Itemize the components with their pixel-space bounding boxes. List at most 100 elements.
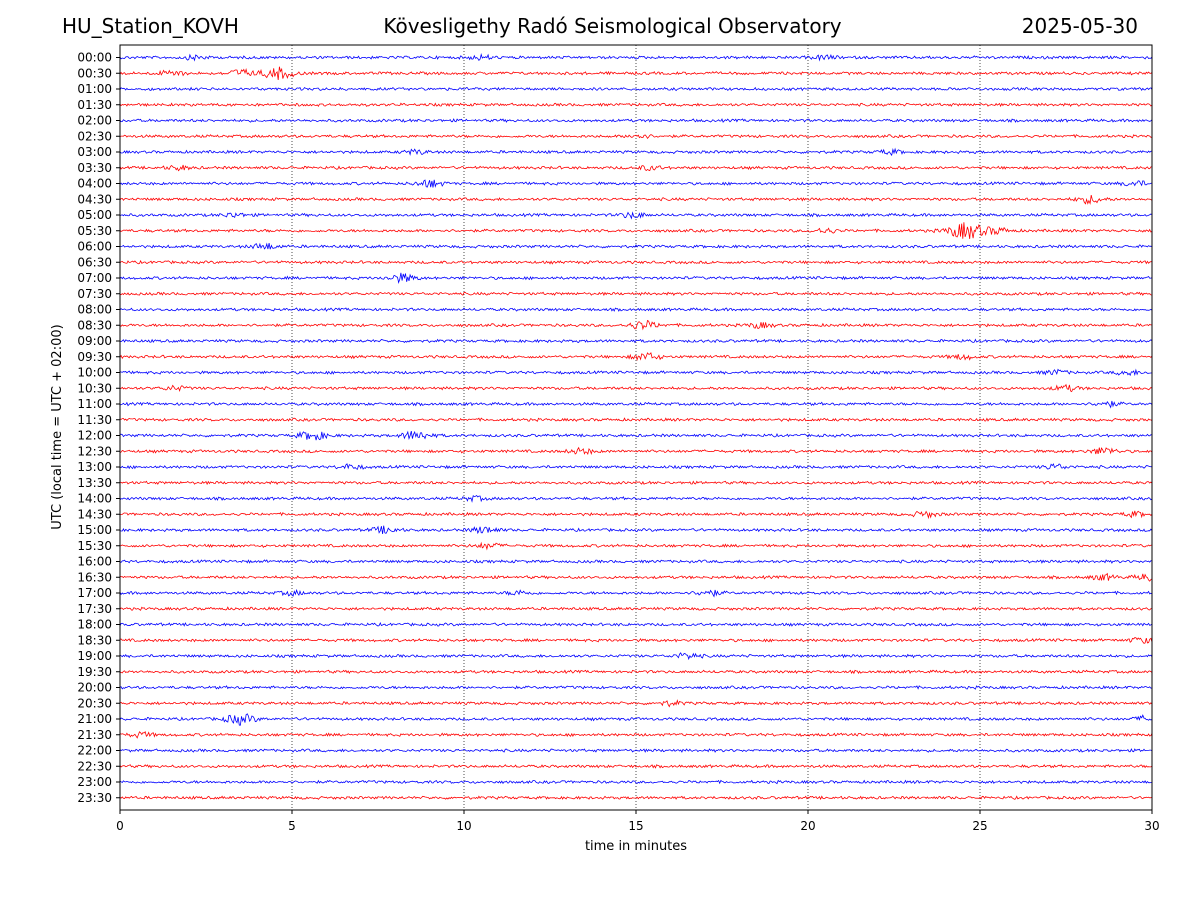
y-tick-label: 09:30 bbox=[77, 350, 112, 364]
y-tick-label: 15:30 bbox=[77, 539, 112, 553]
y-tick-label: 14:30 bbox=[77, 507, 112, 521]
seismic-trace-0830 bbox=[119, 319, 1153, 331]
seismic-trace-0800 bbox=[119, 307, 1153, 312]
y-tick-label: 02:30 bbox=[77, 129, 112, 143]
y-tick-label: 15:00 bbox=[77, 523, 112, 537]
seismic-trace-0000 bbox=[119, 52, 1153, 62]
y-tick-label: 04:00 bbox=[77, 177, 112, 191]
seismic-trace-1830 bbox=[119, 637, 1153, 644]
seismic-trace-0100 bbox=[119, 86, 1153, 92]
y-tick-label: 10:30 bbox=[77, 381, 112, 395]
y-tick-label: 10:00 bbox=[77, 366, 112, 380]
y-tick-label: 07:00 bbox=[77, 271, 112, 285]
y-tick-label: 14:00 bbox=[77, 492, 112, 506]
y-tick-label: 13:30 bbox=[77, 476, 112, 490]
seismic-trace-1000 bbox=[119, 368, 1153, 377]
y-tick-label: 21:30 bbox=[77, 728, 112, 742]
seismic-trace-1100 bbox=[119, 400, 1153, 409]
seismic-trace-1130 bbox=[119, 417, 1153, 422]
seismic-trace-1700 bbox=[119, 588, 1153, 598]
y-tick-label: 00:30 bbox=[77, 66, 112, 80]
seismic-trace-0200 bbox=[119, 118, 1153, 123]
y-tick-label: 05:30 bbox=[77, 224, 112, 238]
y-tick-label: 11:30 bbox=[77, 413, 112, 427]
y-tick-label: 16:00 bbox=[77, 555, 112, 569]
y-axis-label: UTC (local time = UTC + 02:00) bbox=[50, 324, 65, 529]
seismic-trace-0330 bbox=[119, 164, 1152, 172]
seismic-trace-0130 bbox=[119, 102, 1153, 108]
seismic-trace-1230 bbox=[119, 446, 1153, 456]
seismic-trace-1630 bbox=[119, 572, 1153, 582]
y-tick-label: 02:00 bbox=[77, 114, 112, 128]
seismic-trace-2130 bbox=[119, 731, 1153, 739]
seismic-trace-2200 bbox=[119, 748, 1153, 753]
y-tick-label: 12:30 bbox=[77, 444, 112, 458]
chart-title: Kövesligethy Radó Seismological Observat… bbox=[383, 14, 842, 38]
seismic-trace-0500 bbox=[119, 211, 1153, 220]
seismic-trace-0230 bbox=[119, 133, 1153, 139]
seismic-trace-1900 bbox=[119, 652, 1153, 661]
seismic-trace-2300 bbox=[119, 779, 1152, 785]
seismic-trace-1400 bbox=[119, 494, 1153, 503]
seismic-trace-1930 bbox=[119, 669, 1153, 675]
seismic-trace-2000 bbox=[119, 685, 1153, 690]
seismic-trace-0700 bbox=[119, 272, 1153, 284]
y-tick-label: 08:30 bbox=[77, 318, 112, 332]
y-tick-label: 20:30 bbox=[77, 696, 112, 710]
seismic-trace-0400 bbox=[119, 179, 1153, 188]
y-tick-label: 12:00 bbox=[77, 429, 112, 443]
y-tick-label: 18:30 bbox=[77, 633, 112, 647]
y-tick-label: 01:00 bbox=[77, 82, 112, 96]
seismic-trace-1430 bbox=[119, 510, 1153, 520]
seismic-trace-1730 bbox=[119, 606, 1152, 611]
x-tick-label: 10 bbox=[456, 819, 471, 833]
x-tick-label: 25 bbox=[972, 819, 987, 833]
seismic-trace-1530 bbox=[119, 541, 1153, 551]
y-tick-label: 16:30 bbox=[77, 570, 112, 584]
y-tick-label: 13:00 bbox=[77, 460, 112, 474]
seismic-trace-1600 bbox=[119, 559, 1153, 564]
x-tick-label: 15 bbox=[628, 819, 643, 833]
x-axis-label: time in minutes bbox=[585, 839, 687, 854]
seismic-trace-0900 bbox=[120, 338, 1153, 344]
seismic-trace-0030 bbox=[119, 66, 1153, 81]
y-tick-label: 19:30 bbox=[77, 665, 112, 679]
y-tick-label: 17:30 bbox=[77, 602, 112, 616]
seismic-trace-1200 bbox=[119, 430, 1153, 441]
y-tick-label: 18:00 bbox=[77, 618, 112, 632]
y-tick-label: 23:30 bbox=[77, 791, 112, 805]
seismic-trace-0530 bbox=[119, 222, 1153, 239]
y-tick-label: 22:30 bbox=[77, 759, 112, 773]
y-tick-label: 03:00 bbox=[77, 145, 112, 159]
seismic-trace-1330 bbox=[119, 480, 1153, 486]
y-tick-label: 08:00 bbox=[77, 303, 112, 317]
seismic-trace-2030 bbox=[119, 699, 1153, 708]
chart-date: 2025-05-30 bbox=[1021, 14, 1138, 38]
seismic-trace-0300 bbox=[119, 147, 1153, 157]
x-axis-ticks: 0 5 10 15 20 25 30 bbox=[116, 810, 1160, 833]
seismic-trace-0430 bbox=[119, 195, 1153, 205]
seismic-trace-1300 bbox=[119, 463, 1153, 470]
y-tick-label: 23:00 bbox=[77, 775, 112, 789]
seismic-trace-0730 bbox=[119, 291, 1153, 297]
y-tick-label: 20:00 bbox=[77, 681, 112, 695]
x-tick-label: 0 bbox=[116, 819, 124, 833]
seismic-trace-2100 bbox=[119, 713, 1153, 726]
y-tick-label: 09:00 bbox=[77, 334, 112, 348]
y-tick-label: 22:00 bbox=[77, 744, 112, 758]
y-tick-label: 11:00 bbox=[77, 397, 112, 411]
x-tick-label: 20 bbox=[800, 819, 815, 833]
y-tick-label: 17:00 bbox=[77, 586, 112, 600]
seismic-trace-0930 bbox=[119, 352, 1153, 362]
y-tick-label: 06:30 bbox=[77, 255, 112, 269]
seismic-trace-1500 bbox=[119, 525, 1153, 535]
y-tick-label: 00:00 bbox=[77, 51, 112, 65]
seismic-trace-1030 bbox=[119, 383, 1153, 393]
seismic-trace-2230 bbox=[119, 763, 1153, 769]
y-tick-label: 01:30 bbox=[77, 98, 112, 112]
seismic-trace-0630 bbox=[119, 259, 1152, 265]
y-tick-label: 05:00 bbox=[77, 208, 112, 222]
y-tick-label: 21:00 bbox=[77, 712, 112, 726]
